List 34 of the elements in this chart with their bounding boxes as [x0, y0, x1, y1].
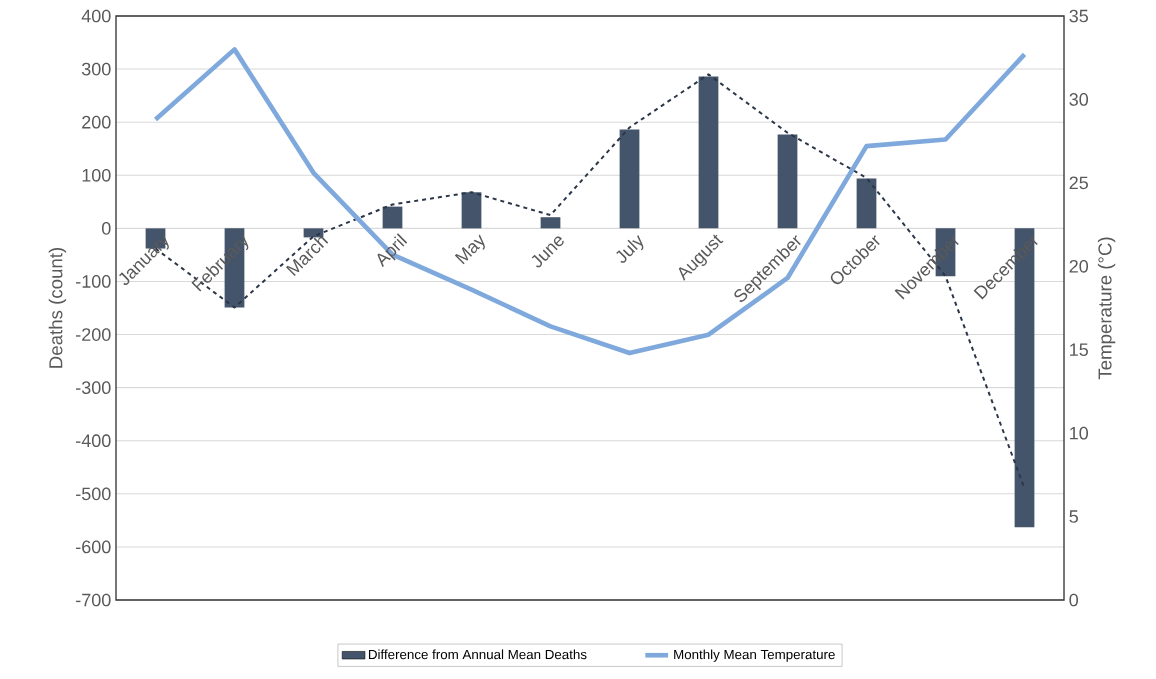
- y-tick-label: 300: [81, 62, 111, 76]
- y2-tick-label: 5: [1069, 510, 1078, 523]
- y2-tick-label: 20: [1069, 259, 1089, 273]
- y-tick-label: 100: [82, 168, 111, 182]
- x-tick-label: July: [616, 235, 644, 263]
- bar: [619, 129, 640, 229]
- legend-label: Difference from Annual Mean Deaths: [368, 649, 587, 660]
- y-tick-label: -100: [76, 275, 111, 288]
- y-axis-title: Deaths (count): [48, 247, 67, 368]
- bar: [540, 217, 561, 229]
- y2-tick-label: 25: [1069, 176, 1088, 190]
- x-tick-label: May: [454, 234, 485, 265]
- y-tick-label: -300: [76, 381, 111, 394]
- bar: [698, 76, 719, 229]
- y-tick-label: -700: [76, 593, 111, 607]
- y-tick-label: -400: [76, 434, 111, 448]
- y2-tick-label: 0: [1069, 593, 1079, 607]
- bar: [382, 206, 403, 229]
- legend-label: Monthly Mean Temperature: [674, 649, 835, 662]
- y2-tick-label: 15: [1070, 343, 1088, 356]
- y2-tick-label: 10: [1070, 426, 1089, 440]
- bar: [856, 178, 877, 229]
- y-tick-label: 0: [101, 221, 111, 235]
- y-tick-label: -500: [76, 487, 111, 501]
- bar: [461, 192, 482, 229]
- y2-axis-title: Temperature (°C): [1097, 237, 1116, 380]
- y-tick-label: 200: [82, 115, 111, 129]
- y-tick-label: 400: [81, 9, 111, 23]
- y-tick-label: -600: [76, 540, 111, 554]
- y2-tick-label: 30: [1069, 93, 1089, 106]
- bar: [303, 228, 324, 238]
- y-tick-label: -200: [76, 328, 111, 341]
- bar: [777, 134, 798, 229]
- y2-tick-label: 35: [1069, 9, 1088, 23]
